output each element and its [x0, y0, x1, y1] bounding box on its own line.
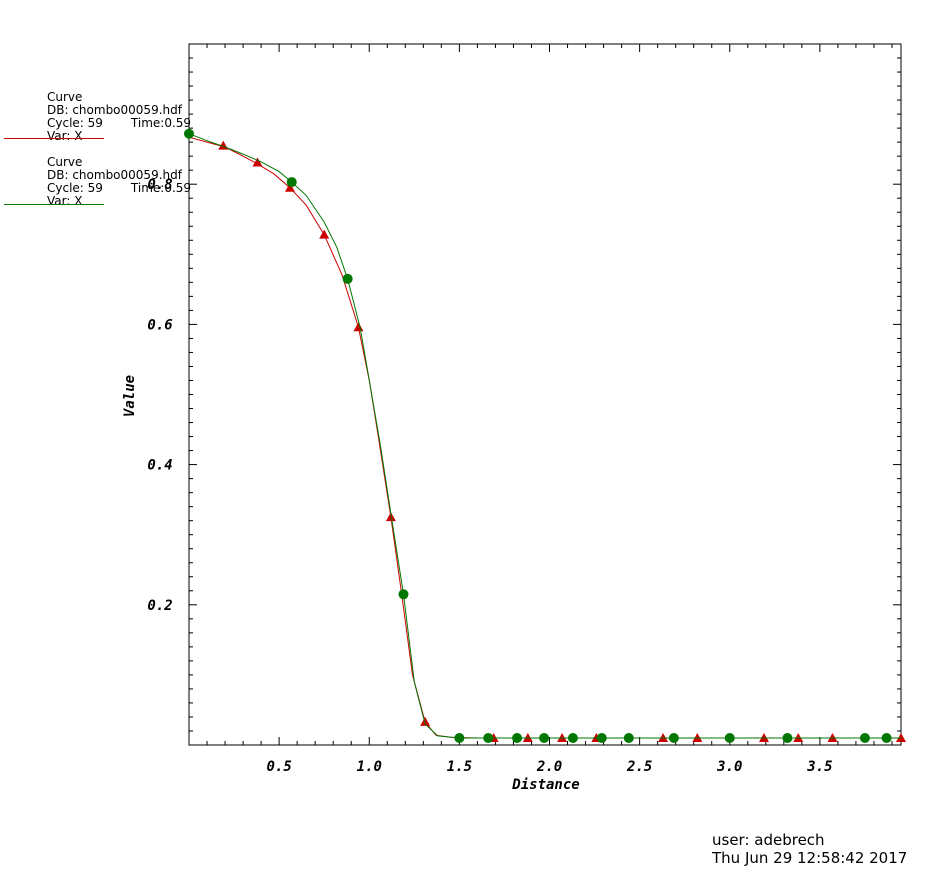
triangle-marker [827, 732, 838, 742]
series-line [188, 136, 901, 739]
triangle-marker [522, 732, 533, 742]
triangle-marker [896, 732, 906, 742]
legend-cycle-time: Cycle: 59 Time:0.59 [47, 117, 191, 130]
circle-marker [286, 177, 297, 188]
legend-db-label: DB: chombo00059.hdf [47, 168, 182, 182]
footer-user: user: adebrech [712, 831, 825, 849]
legend-entry-2: Curve DB: chombo00059.hdf Cycle: 59 Time:… [47, 156, 191, 208]
x-tick-label: 3.5 [806, 759, 832, 775]
legend-entry-1: Curve DB: chombo00059.hdf Cycle: 59 Time:… [47, 91, 191, 143]
x-tick-label: 3.0 [716, 759, 742, 775]
y-tick-label: 0.4 [147, 458, 172, 474]
triangle-marker [793, 732, 804, 742]
circle-marker [483, 732, 494, 743]
circle-marker [881, 732, 892, 743]
triangle-marker [658, 732, 669, 742]
legend-cycle-time: Cycle: 59 Time:0.59 [47, 182, 191, 195]
y-axis-label: Value [122, 375, 138, 417]
x-tick-label: 1.5 [447, 759, 472, 775]
plot-frame [188, 43, 902, 746]
circle-marker [859, 732, 870, 743]
legend-swatch-1 [4, 138, 104, 139]
x-axis-label: Distance [511, 777, 579, 793]
triangle-marker [692, 732, 703, 742]
circle-marker [596, 732, 607, 743]
x-tick-label: 0.5 [266, 759, 291, 775]
circle-marker [567, 732, 578, 743]
circle-marker [398, 589, 409, 600]
triangle-marker [759, 732, 770, 742]
plot-border [188, 43, 902, 746]
legend-db-label: DB: chombo00059.hdf [47, 103, 182, 117]
triangle-marker [252, 157, 263, 167]
legend-var-label: Var: X [47, 194, 83, 208]
series-group [184, 128, 906, 743]
axis-ticks: 0.5 1.0 1.5 2.0 2.5 3.0 3.5 0.2 0.4 0.6 0.8 [147, 44, 901, 775]
circle-marker [184, 128, 194, 139]
series-1 [188, 136, 906, 742]
y-tick-label: 0.6 [147, 317, 172, 333]
legend-var-label: Var: X [47, 129, 83, 143]
circle-marker [782, 732, 793, 743]
x-tick-label: 2.5 [626, 759, 652, 775]
circle-marker [668, 732, 679, 743]
x-tick-label: 1.0 [357, 759, 382, 775]
triangle-marker [420, 716, 431, 726]
triangle-marker [353, 322, 364, 332]
legend-time-label: Time:0.59 [130, 181, 192, 195]
y-tick-label: 0.2 [147, 598, 172, 614]
series-line [188, 133, 901, 739]
y-tick-label: 0.8 [147, 177, 172, 193]
circle-marker [724, 732, 735, 743]
legend-curve-label: Curve [47, 90, 83, 104]
legend-swatch-2 [4, 204, 104, 205]
circle-marker [454, 732, 465, 743]
series-2 [184, 128, 901, 743]
legend-curve-label: Curve [47, 155, 83, 169]
circle-marker [539, 732, 550, 743]
footer-timestamp: Thu Jun 29 12:58:42 2017 [712, 849, 908, 867]
circle-marker [512, 732, 523, 743]
legend-time-label: Time:0.59 [130, 116, 192, 130]
legend-cycle-label: Cycle: 59 [47, 116, 103, 130]
x-tick-label: 2.0 [536, 759, 562, 775]
circle-marker [342, 273, 353, 284]
triangle-marker [319, 229, 330, 239]
circle-marker [623, 732, 634, 743]
triangle-marker [284, 182, 295, 192]
legend-cycle-label: Cycle: 59 [47, 181, 103, 195]
triangle-marker [557, 732, 568, 742]
